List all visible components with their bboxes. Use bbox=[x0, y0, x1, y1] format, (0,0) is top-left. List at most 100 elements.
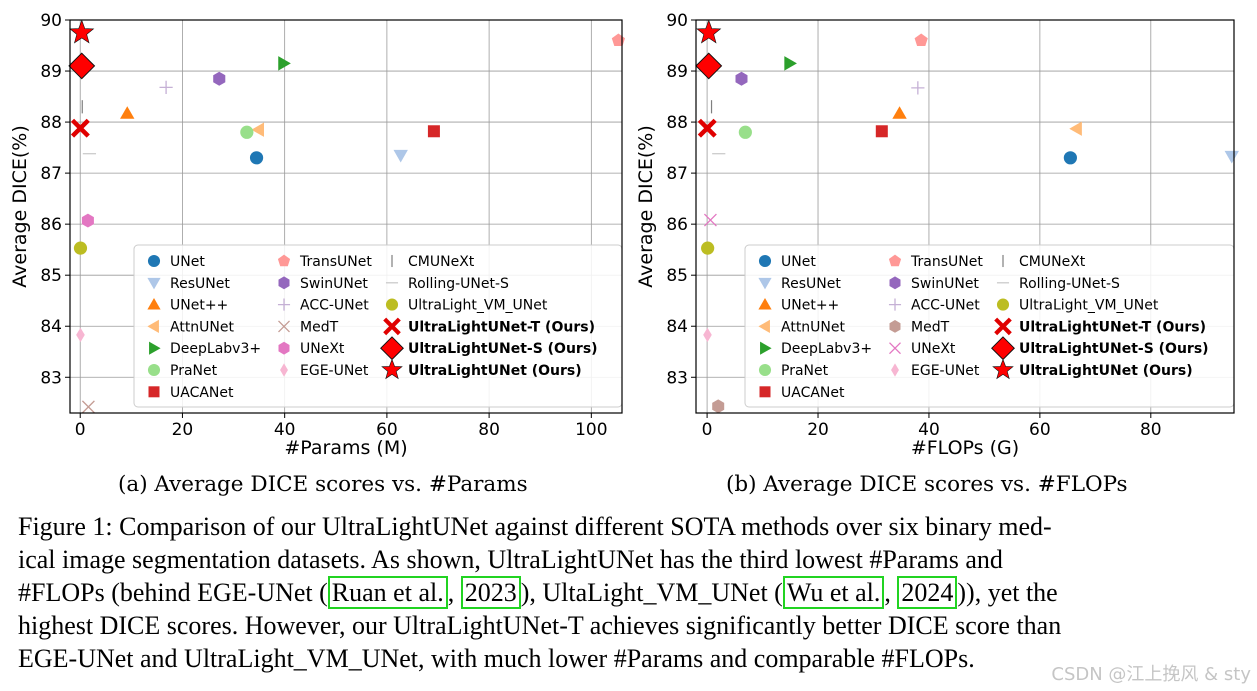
y-tick-label: 87 bbox=[40, 164, 62, 184]
y-axis-label: Average DICE(%) bbox=[9, 125, 31, 287]
citation-link[interactable]: Ruan et al. bbox=[327, 576, 448, 609]
x-tick-label: 0 bbox=[75, 420, 86, 440]
legend-label: EGE-UNet bbox=[911, 363, 980, 379]
legend-marker bbox=[278, 341, 290, 355]
legend-marker bbox=[758, 298, 772, 310]
legend-label: ACC-UNet bbox=[300, 298, 369, 314]
x-tick-label: 80 bbox=[1140, 420, 1162, 440]
legend-label: UltraLight_VM_UNet bbox=[1019, 298, 1159, 314]
legend-marker bbox=[381, 358, 403, 380]
legend-marker bbox=[888, 298, 902, 311]
data-point bbox=[278, 56, 291, 71]
x-tick-label: 20 bbox=[172, 420, 194, 440]
x-tick-label: 0 bbox=[702, 420, 713, 440]
data-point bbox=[695, 52, 723, 80]
caption-line-2: ical image segmentation datasets. As sho… bbox=[18, 545, 1003, 574]
data-point bbox=[701, 241, 715, 255]
legend-marker bbox=[760, 341, 772, 355]
legend-marker bbox=[889, 342, 901, 355]
legend-label: UltraLightUNet-T (Ours) bbox=[1019, 319, 1206, 335]
legend-label: UltraLightUNet-T (Ours) bbox=[408, 319, 595, 335]
legend: UNet ResUNet UNet++ AttnUNet DeepLabv3+ PraNe… bbox=[133, 244, 623, 408]
y-tick-label: 85 bbox=[40, 266, 62, 286]
x-axis-label: #Params (M) bbox=[284, 437, 407, 459]
legend-label: UNet++ bbox=[781, 298, 839, 314]
y-tick-label: 84 bbox=[666, 317, 688, 337]
data-points bbox=[695, 19, 1239, 414]
x-axis-label: #FLOPs (G) bbox=[911, 437, 1019, 459]
plot-frame bbox=[69, 19, 623, 414]
data-point bbox=[159, 80, 173, 94]
caption-text: , bbox=[884, 578, 898, 607]
legend-label: PraNet bbox=[781, 363, 829, 379]
caption-text: , bbox=[447, 578, 461, 607]
legend-label: PraNet bbox=[170, 363, 218, 379]
data-point bbox=[1224, 150, 1239, 164]
legend-label: CMUNeXt bbox=[1019, 254, 1086, 270]
legend-marker bbox=[758, 254, 772, 268]
legend-marker bbox=[147, 363, 161, 377]
x-tick-label: 100 bbox=[575, 420, 607, 440]
legend-label: UNeXt bbox=[300, 341, 345, 357]
legend-label: UNet++ bbox=[170, 298, 228, 314]
data-point bbox=[697, 118, 717, 138]
y-axis-label: Average DICE(%) bbox=[635, 125, 657, 287]
x-tick-label: 40 bbox=[274, 420, 296, 440]
data-point bbox=[1069, 121, 1082, 136]
data-point bbox=[738, 125, 752, 139]
data-point bbox=[69, 19, 95, 44]
chart-flops: 0 20 40 60 80 83 84 85 86 87 88 89 90 #FLOPs (G) Avera… bbox=[635, 11, 1239, 459]
legend-label: UltraLightUNet (Ours) bbox=[1019, 363, 1193, 379]
y-tick-label: 83 bbox=[40, 368, 62, 388]
y-tick-label: 84 bbox=[40, 317, 62, 337]
legend: UNet ResUNet UNet++ AttnUNet DeepLabv3+ PraNe… bbox=[744, 244, 1235, 408]
y-tick-label: 89 bbox=[666, 62, 688, 82]
legend-label: UltraLight_VM_UNet bbox=[408, 298, 548, 314]
legend-marker bbox=[148, 386, 160, 398]
watermark: CSDN @江上挽风 & sty bbox=[1051, 664, 1251, 685]
legend-label: ResUNet bbox=[781, 276, 841, 292]
legend-marker bbox=[147, 319, 159, 333]
y-tick-label: 85 bbox=[666, 266, 688, 286]
legend-marker bbox=[278, 276, 290, 290]
legend-marker bbox=[891, 363, 899, 377]
y-tick-label: 90 bbox=[666, 11, 688, 31]
citation-link[interactable]: 2024 bbox=[897, 576, 958, 609]
legend-marker bbox=[277, 298, 291, 311]
data-point bbox=[81, 400, 95, 414]
caption-line-1: Figure 1: Comparison of our UltraLightUN… bbox=[18, 512, 1052, 541]
subcaption-b: (b) Average DICE scores vs. #FLOPs bbox=[726, 472, 1128, 497]
legend-marker bbox=[385, 298, 399, 311]
data-point bbox=[1063, 151, 1077, 165]
x-tick-label: 60 bbox=[376, 420, 398, 440]
axis-ticks: 0 20 40 60 80 83 84 85 86 87 88 89 90 bbox=[666, 11, 1161, 440]
caption-line-4: highest DICE scores. However, our UltraL… bbox=[18, 611, 1062, 640]
citation-link[interactable]: Wu et al. bbox=[782, 576, 885, 609]
legend-label: AttnUNet bbox=[170, 319, 235, 335]
legend-marker bbox=[149, 341, 161, 355]
legend-label: UltraLightUNet-S (Ours) bbox=[1019, 341, 1209, 357]
data-point bbox=[68, 52, 96, 80]
data-point bbox=[251, 122, 264, 137]
legend-label: MedT bbox=[911, 319, 950, 335]
x-tick-label: 60 bbox=[1029, 420, 1051, 440]
y-tick-label: 83 bbox=[666, 368, 688, 388]
y-tick-label: 87 bbox=[666, 164, 688, 184]
x-tick-label: 20 bbox=[807, 420, 829, 440]
legend-marker bbox=[889, 320, 901, 333]
legend-label: Rolling-UNet-S bbox=[408, 276, 509, 292]
legend-label: SwinUNet bbox=[300, 276, 368, 292]
x-tick-label: 80 bbox=[478, 420, 500, 440]
data-point bbox=[427, 125, 440, 138]
legend-marker bbox=[147, 298, 161, 310]
data-point bbox=[393, 149, 408, 163]
y-tick-label: 90 bbox=[40, 11, 62, 31]
legend-marker bbox=[147, 277, 161, 290]
legend-label: AttnUNet bbox=[781, 319, 846, 335]
y-tick-label: 86 bbox=[40, 215, 62, 235]
caption-text: #FLOPs (behind EGE-UNet ( bbox=[18, 578, 328, 607]
data-point bbox=[240, 125, 254, 139]
legend-label: SwinUNet bbox=[911, 276, 979, 292]
y-tick-label: 89 bbox=[40, 62, 62, 82]
citation-link[interactable]: 2023 bbox=[460, 576, 521, 609]
